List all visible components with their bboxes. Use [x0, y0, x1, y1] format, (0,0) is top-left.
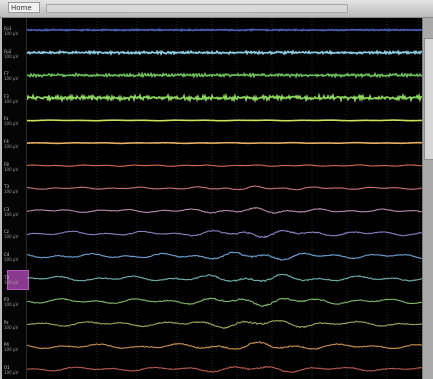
- channel-name: F4: [4, 139, 9, 144]
- signal-trace: [27, 251, 422, 261]
- channel-label[interactable]: Fp1 100 µV: [4, 26, 24, 36]
- channel-name: O1: [4, 365, 10, 370]
- channel-scale: 100 µV: [4, 31, 19, 36]
- channel-name: C4: [4, 252, 10, 257]
- channel-scale: 100 µV: [4, 279, 19, 285]
- title-tab[interactable]: Home: [8, 2, 40, 13]
- channel-label[interactable]: P4 100 µV: [4, 342, 24, 352]
- scrollbar-thumb[interactable]: [424, 38, 433, 160]
- channel-label[interactable]: O1 100 µV: [4, 365, 24, 375]
- signal-trace: [27, 206, 422, 214]
- channel-label[interactable]: F3 100 µV: [4, 94, 24, 104]
- signal-trace: [27, 49, 422, 56]
- trace-area[interactable]: [27, 18, 422, 379]
- channel-label[interactable]: C3 100 µV: [4, 207, 24, 217]
- channel-scale: 100 µV: [4, 302, 19, 308]
- signal-trace: [27, 185, 422, 191]
- channel-label[interactable]: Pz 100 µV: [4, 320, 24, 330]
- channel-name: F7: [4, 71, 9, 77]
- channel-name: F3: [4, 93, 9, 99]
- channel-label[interactable]: C4 100 µV: [4, 252, 24, 262]
- channel-scale: 100 µV: [4, 144, 19, 149]
- channel-scale: 100 µV: [4, 324, 19, 330]
- signal-trace: [27, 92, 422, 104]
- signal-trace: [27, 319, 422, 330]
- channel-name: Cz: [4, 229, 9, 235]
- signal-viewer[interactable]: Fp1 100 µV Fp2 100 µV F7 100 µV F3 100 µV Fz 100 …: [2, 18, 422, 379]
- channel-label[interactable]: Cz 100 µV: [4, 229, 24, 239]
- title-bar-text: [46, 4, 348, 13]
- channel-name: T4: [4, 274, 9, 280]
- signal-trace: [27, 141, 422, 145]
- channel-label[interactable]: F4 100 µV: [4, 139, 24, 149]
- channel-label[interactable]: Fp2 100 µV: [4, 49, 24, 59]
- signal-trace: [27, 71, 422, 79]
- signal-trace: [27, 340, 422, 350]
- channel-name: Fz: [4, 116, 9, 122]
- channel-scale: 100 µV: [4, 53, 19, 59]
- title-bar: Home: [0, 0, 433, 18]
- channel-scale: 100 µV: [4, 234, 19, 240]
- channel-name: Fp2: [4, 48, 12, 54]
- channel-name: C3: [4, 206, 10, 212]
- channel-name: F8: [4, 161, 9, 167]
- channel-label[interactable]: F8 100 µV: [4, 162, 24, 172]
- signal-trace: [27, 27, 422, 32]
- selected-channel-highlight[interactable]: [7, 270, 29, 290]
- channel-scale: 100 µV: [4, 347, 19, 353]
- signal-trace: [27, 229, 422, 239]
- channel-name: P4: [4, 342, 9, 348]
- signal-trace: [27, 297, 422, 307]
- channel-name: P3: [4, 297, 9, 303]
- channel-label[interactable]: F7 100 µV: [4, 71, 24, 81]
- signal-trace: [27, 365, 422, 374]
- channel-name: T3: [4, 184, 9, 190]
- channel-scale: 100 µV: [4, 76, 19, 82]
- channel-scale: 100 µV: [4, 257, 19, 262]
- channel-name: Fp1: [4, 26, 12, 31]
- channel-scale: 100 µV: [4, 166, 19, 172]
- signal-trace: [27, 119, 422, 122]
- channel-label[interactable]: P3 100 µV: [4, 297, 24, 307]
- signal-trace: [27, 164, 422, 167]
- channel-label[interactable]: T4 100 µV: [4, 275, 24, 285]
- channel-label[interactable]: T3 100 µV: [4, 184, 24, 194]
- channel-scale: 100 µV: [4, 189, 19, 195]
- channel-scale: 100 µV: [4, 98, 19, 104]
- channel-scale: 100 µV: [4, 211, 19, 217]
- channel-label[interactable]: Fz 100 µV: [4, 116, 24, 126]
- channel-name: Pz: [4, 319, 9, 325]
- channel-scale: 100 µV: [4, 370, 19, 375]
- channel-scale: 100 µV: [4, 121, 19, 127]
- channel-label-panel: Fp1 100 µV Fp2 100 µV F7 100 µV F3 100 µV Fz 100 …: [2, 18, 29, 379]
- vertical-scrollbar[interactable]: [422, 18, 433, 379]
- signal-trace: [27, 273, 422, 283]
